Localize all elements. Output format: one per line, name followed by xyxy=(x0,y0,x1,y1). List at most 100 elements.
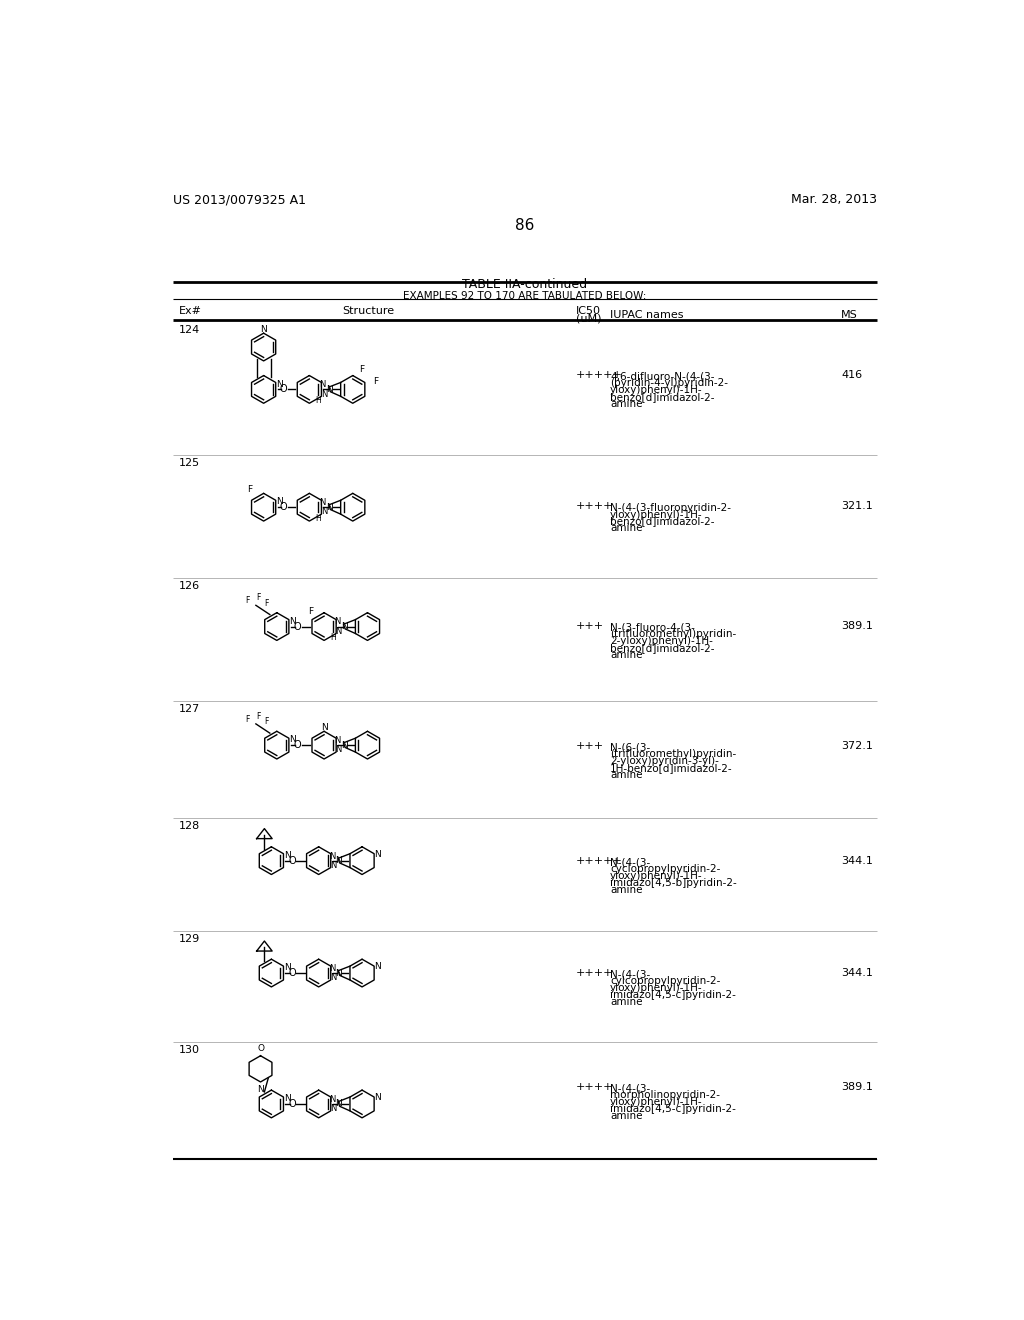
Text: N: N xyxy=(284,964,291,972)
Text: N-(3-fluoro-4-(3-: N-(3-fluoro-4-(3- xyxy=(610,622,695,632)
Text: yloxy)phenyl)-1H-: yloxy)phenyl)-1H- xyxy=(610,385,702,395)
Text: ++++: ++++ xyxy=(575,1082,613,1092)
Text: F: F xyxy=(359,366,365,374)
Text: O: O xyxy=(289,855,296,866)
Text: N: N xyxy=(284,851,291,859)
Text: amine: amine xyxy=(610,884,642,895)
Text: N: N xyxy=(341,622,347,631)
Text: 128: 128 xyxy=(178,821,200,832)
Text: amine: amine xyxy=(610,770,642,780)
Text: F: F xyxy=(264,598,268,607)
Text: N-(4-(3-: N-(4-(3- xyxy=(610,857,650,867)
Text: ++++: ++++ xyxy=(575,968,613,978)
Text: N: N xyxy=(334,737,340,744)
Text: Structure: Structure xyxy=(342,306,394,317)
Text: N-(6-(3-: N-(6-(3- xyxy=(610,742,650,752)
Text: 389.1: 389.1 xyxy=(841,1082,872,1092)
Text: imidazo[4,5-c]pyridin-2-: imidazo[4,5-c]pyridin-2- xyxy=(610,990,736,1001)
Text: +++: +++ xyxy=(575,741,604,751)
Text: imidazo[4,5-c]pyridin-2-: imidazo[4,5-c]pyridin-2- xyxy=(610,1105,736,1114)
Text: amine: amine xyxy=(610,1111,642,1121)
Text: N: N xyxy=(257,1085,264,1094)
Text: Mar. 28, 2013: Mar. 28, 2013 xyxy=(791,193,877,206)
Text: 1H-benzo[d]imidazol-2-: 1H-benzo[d]imidazol-2- xyxy=(610,763,733,774)
Text: N: N xyxy=(374,962,381,972)
Text: yloxy)phenyl)-1H-: yloxy)phenyl)-1H- xyxy=(610,871,702,880)
Text: 127: 127 xyxy=(178,705,200,714)
Text: (uM): (uM) xyxy=(575,314,601,323)
Text: 130: 130 xyxy=(178,1045,200,1056)
Text: morpholinopyridin-2-: morpholinopyridin-2- xyxy=(610,1090,720,1101)
Text: 86: 86 xyxy=(515,218,535,234)
Text: 372.1: 372.1 xyxy=(841,741,872,751)
Text: amine: amine xyxy=(610,997,642,1007)
Text: O: O xyxy=(294,741,301,750)
Text: amine: amine xyxy=(610,649,642,660)
Text: amine: amine xyxy=(610,524,642,533)
Text: N-(4-(3-: N-(4-(3- xyxy=(610,1084,650,1093)
Text: 126: 126 xyxy=(178,581,200,591)
Text: EXAMPLES 92 TO 170 ARE TABULATED BELOW:: EXAMPLES 92 TO 170 ARE TABULATED BELOW: xyxy=(403,290,646,301)
Text: N: N xyxy=(321,507,328,516)
Text: N: N xyxy=(319,380,326,389)
Text: TABLE IIA-continued: TABLE IIA-continued xyxy=(462,277,588,290)
Text: H: H xyxy=(330,634,336,643)
Text: O: O xyxy=(289,1100,296,1109)
Text: IC50: IC50 xyxy=(575,306,601,317)
Text: N: N xyxy=(336,746,342,754)
Text: yloxy)phenyl)-1H-: yloxy)phenyl)-1H- xyxy=(610,983,702,993)
Text: N: N xyxy=(329,851,335,861)
Text: +++++: +++++ xyxy=(575,855,623,866)
Text: O: O xyxy=(257,1044,264,1052)
Text: +++++: +++++ xyxy=(575,370,623,380)
Text: 416: 416 xyxy=(841,370,862,380)
Text: F: F xyxy=(246,714,250,723)
Text: yloxy)phenyl)-1H-: yloxy)phenyl)-1H- xyxy=(610,1097,702,1107)
Text: N: N xyxy=(330,1104,337,1113)
Text: N: N xyxy=(326,385,333,393)
Text: N: N xyxy=(260,325,267,334)
Text: cylcopropylpyridin-2-: cylcopropylpyridin-2- xyxy=(610,977,721,986)
Text: F: F xyxy=(308,607,313,615)
Text: F: F xyxy=(247,484,252,494)
Text: F: F xyxy=(246,597,250,605)
Text: 344.1: 344.1 xyxy=(841,855,872,866)
Text: O: O xyxy=(280,502,288,512)
Text: benzo[d]imidazol-2-: benzo[d]imidazol-2- xyxy=(610,643,715,653)
Text: +++: +++ xyxy=(575,620,604,631)
Text: N: N xyxy=(336,1100,342,1109)
Text: 344.1: 344.1 xyxy=(841,968,872,978)
Text: 389.1: 389.1 xyxy=(841,620,872,631)
Text: (trifluoromethyl)pyridin-: (trifluoromethyl)pyridin- xyxy=(610,630,736,639)
Text: N: N xyxy=(336,857,342,865)
Text: O: O xyxy=(289,968,296,978)
Text: O: O xyxy=(280,384,288,395)
Text: N: N xyxy=(290,735,296,744)
Text: F: F xyxy=(256,711,260,721)
Text: N: N xyxy=(336,627,342,636)
Text: 125: 125 xyxy=(178,458,200,467)
Text: N: N xyxy=(329,964,335,973)
Text: US 2013/0079325 A1: US 2013/0079325 A1 xyxy=(173,193,306,206)
Text: benzo[d]imidazol-2-: benzo[d]imidazol-2- xyxy=(610,392,715,403)
Text: N-(4-(3-fluoropyridin-2-: N-(4-(3-fluoropyridin-2- xyxy=(610,503,731,512)
Text: (pyridin-4-yl)pyridin-2-: (pyridin-4-yl)pyridin-2- xyxy=(610,379,728,388)
Text: N: N xyxy=(326,503,333,512)
Text: benzo[d]imidazol-2-: benzo[d]imidazol-2- xyxy=(610,516,715,527)
Text: N: N xyxy=(334,618,340,627)
Text: N: N xyxy=(374,1093,381,1102)
Text: N: N xyxy=(276,380,283,388)
Text: H: H xyxy=(315,515,322,523)
Text: F: F xyxy=(264,717,268,726)
Text: F: F xyxy=(256,593,260,602)
Text: 4,6-difluoro-N-(4-(3-: 4,6-difluoro-N-(4-(3- xyxy=(610,371,715,381)
Text: O: O xyxy=(294,622,301,631)
Text: N: N xyxy=(284,1094,291,1104)
Text: ++++: ++++ xyxy=(575,502,613,511)
Text: N: N xyxy=(329,1094,335,1104)
Text: Ex#: Ex# xyxy=(178,306,202,317)
Text: amine: amine xyxy=(610,399,642,409)
Text: MS: MS xyxy=(841,310,858,319)
Text: N-(4-(3-: N-(4-(3- xyxy=(610,969,650,979)
Text: yloxy)phenyl)-1H-: yloxy)phenyl)-1H- xyxy=(610,510,702,520)
